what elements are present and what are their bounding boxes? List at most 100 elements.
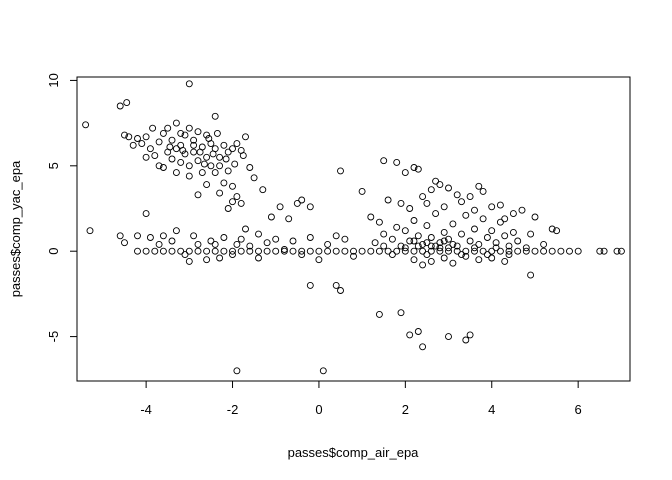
data-point [540, 240, 548, 248]
data-point [397, 199, 405, 207]
data-point [190, 141, 198, 149]
data-point [406, 237, 414, 245]
data-point [471, 225, 478, 233]
data-point [211, 112, 219, 120]
data-point [203, 181, 211, 189]
data-point [393, 223, 401, 231]
data-point [462, 252, 470, 260]
data-point [505, 247, 513, 255]
data-point [86, 227, 94, 235]
data-point [449, 220, 457, 228]
data-point [445, 247, 452, 255]
data-point [453, 247, 461, 255]
data-point [458, 198, 465, 206]
data-point [596, 247, 604, 255]
data-point [255, 247, 262, 255]
data-point [116, 102, 124, 110]
data-point [142, 247, 150, 255]
data-point [194, 240, 202, 248]
data-point [501, 257, 509, 265]
data-point [492, 239, 500, 247]
data-point [337, 287, 344, 294]
data-point [190, 136, 198, 144]
data-point [423, 251, 431, 259]
data-point [242, 133, 249, 141]
data-point [203, 131, 211, 139]
data-point [229, 251, 236, 259]
data-point [134, 232, 141, 240]
data-point [453, 191, 461, 199]
data-point [229, 145, 236, 153]
data-point [375, 310, 383, 318]
data-point [458, 251, 465, 259]
data-point [233, 140, 241, 148]
data-point [246, 242, 254, 250]
data-point [289, 237, 297, 245]
data-point [509, 210, 517, 218]
data-point [496, 201, 504, 209]
data-point [527, 230, 535, 238]
data-point [358, 247, 366, 255]
data-point [149, 124, 157, 132]
data-point [380, 242, 388, 250]
data-point [142, 210, 150, 218]
data-point [419, 240, 427, 248]
data-point [557, 247, 565, 255]
data-point [306, 247, 314, 255]
data-point [172, 145, 180, 153]
data-point [466, 237, 474, 245]
data-point [445, 184, 452, 192]
data-point [406, 331, 414, 339]
data-point [566, 247, 573, 255]
data-point [427, 186, 435, 194]
data-point [406, 205, 414, 212]
data-point [203, 153, 211, 161]
data-point [440, 228, 448, 236]
data-point [458, 230, 465, 238]
data-point [350, 247, 357, 255]
data-point [242, 225, 249, 233]
data-point [397, 242, 405, 250]
data-point [285, 215, 293, 223]
data-point [280, 247, 288, 255]
data-point [514, 237, 522, 245]
data-point [419, 343, 427, 351]
data-point [207, 162, 215, 170]
data-point [146, 234, 154, 241]
data-point [134, 135, 141, 142]
data-point [216, 162, 224, 170]
data-point [479, 215, 487, 223]
data-point [213, 129, 221, 137]
data-point [177, 129, 185, 137]
data-point [518, 206, 526, 214]
data-point [276, 203, 284, 211]
data-point [211, 169, 219, 177]
data-point [155, 138, 163, 146]
data-point [298, 251, 306, 259]
data-point [172, 169, 180, 177]
data-point [181, 150, 189, 158]
data-point [475, 182, 483, 190]
data-point [475, 256, 483, 264]
data-point [224, 167, 232, 175]
data-point [125, 133, 133, 141]
data-point [522, 247, 530, 255]
data-point [207, 237, 215, 245]
data-point [436, 244, 444, 252]
data-point [436, 247, 444, 255]
data-point [237, 199, 245, 207]
data-point [168, 136, 176, 144]
data-point [200, 160, 208, 168]
data-point [410, 164, 418, 171]
data-point [375, 247, 383, 255]
data-point [82, 121, 90, 129]
data-point [367, 247, 375, 255]
data-point [121, 239, 128, 247]
data-point [341, 235, 349, 243]
data-point [267, 213, 275, 221]
data-point [488, 254, 496, 262]
data-point [121, 131, 128, 139]
data-point [449, 240, 457, 248]
data-point [246, 247, 254, 255]
data-point [440, 254, 448, 262]
